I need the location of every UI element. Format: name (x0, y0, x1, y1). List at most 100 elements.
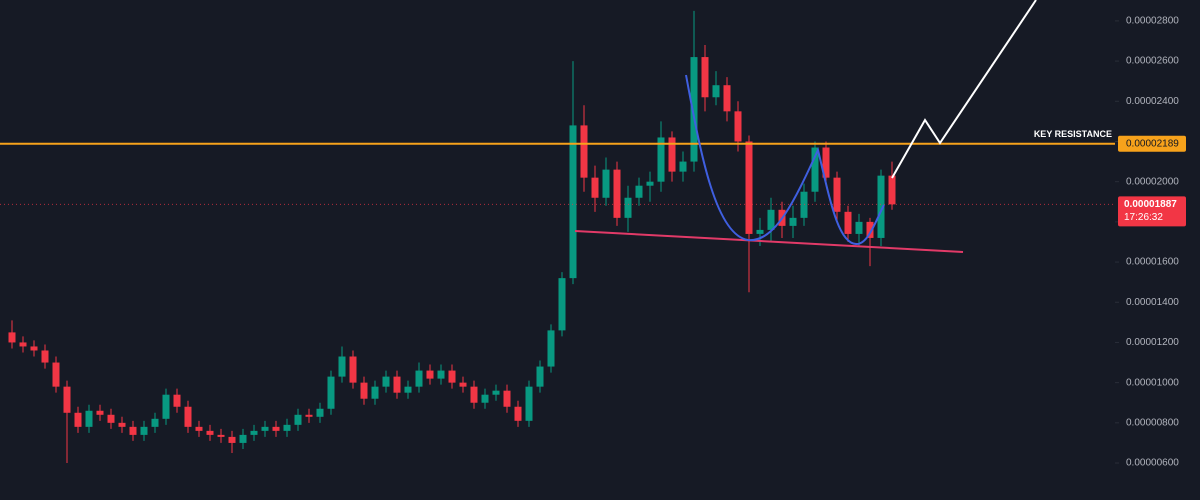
candle-body (822, 147, 830, 178)
candle-body (690, 57, 698, 162)
candle-body (283, 424, 291, 431)
candle-body (459, 382, 467, 387)
candle-body (866, 221, 874, 238)
y-tick-label: 0.00002000 (1126, 176, 1179, 187)
cup-drawing (685, 74, 885, 245)
neckline-drawing (574, 230, 964, 253)
candle-body (745, 141, 753, 234)
candle-body (360, 382, 368, 399)
candle-body (195, 426, 203, 431)
y-tick-label: 0.00000800 (1126, 417, 1179, 428)
candle-body (712, 85, 720, 98)
candle-body (316, 408, 324, 417)
candle-body (393, 376, 401, 393)
candle-body (547, 330, 555, 367)
candle-body (767, 209, 775, 230)
candle-body (514, 406, 522, 421)
candle-body (250, 430, 258, 435)
candle-body (481, 394, 489, 403)
candle-body (437, 370, 445, 379)
candle-body (492, 390, 500, 395)
price-axis: 0.00000600 0.00000800 0.00001000 0.00001200… (1115, 0, 1200, 500)
candle-body (173, 394, 181, 407)
candle-body (723, 85, 731, 112)
candle-body (536, 366, 544, 387)
candle-body (85, 410, 93, 427)
axis-background (1115, 0, 1200, 500)
y-tick-label: 0.00001200 (1126, 337, 1179, 348)
candle-body (74, 412, 82, 427)
candle-body (107, 414, 115, 423)
projection-drawing (891, 0, 1037, 179)
candle-body (635, 185, 643, 198)
candle-body (558, 278, 566, 331)
candle-body (294, 414, 302, 425)
y-tick-label: 0.00002800 (1126, 16, 1179, 27)
y-tick-label: 0.00001600 (1126, 257, 1179, 268)
candle-body (569, 125, 577, 279)
candle-body (41, 350, 49, 363)
y-tick-label: 0.00002600 (1126, 56, 1179, 67)
candle-body (756, 229, 764, 234)
candle-body (525, 386, 533, 421)
y-tick-label: 0.00002400 (1126, 96, 1179, 107)
candle-body (8, 332, 16, 343)
candle-body (734, 111, 742, 142)
candle-body (448, 370, 456, 383)
y-tick-label: 0.00001000 (1126, 377, 1179, 388)
resistance-price-box (1118, 135, 1186, 152)
resistance-price-label: 0.00002189 (1126, 138, 1179, 149)
candle-body (140, 426, 148, 435)
candle-body (679, 161, 687, 172)
candle-body (503, 390, 511, 407)
candle-body (261, 426, 269, 431)
candle-body (833, 177, 841, 212)
candle-body (63, 386, 71, 413)
candle-body (162, 394, 170, 419)
candle-body (382, 376, 390, 387)
plot-area (0, 10, 1115, 464)
candle-body (657, 137, 665, 182)
candle-body (591, 177, 599, 198)
candle-body (371, 386, 379, 399)
candle-body (580, 125, 588, 178)
candle-body (646, 181, 654, 186)
candle-body (272, 426, 280, 431)
y-tick-label: 0.00000600 (1126, 458, 1179, 469)
candle-body (206, 430, 214, 435)
resistance-label: KEY RESISTANCE (1034, 129, 1112, 139)
candle-body (470, 386, 478, 403)
candle-body (338, 356, 346, 377)
candle-body (789, 217, 797, 226)
price-labels: KEY RESISTANCE 0.00002189 0.00001887 17:26:… (1034, 129, 1186, 227)
candle-body (151, 418, 159, 427)
candle-body (228, 436, 236, 443)
candle-body (602, 169, 610, 198)
candle-body (877, 175, 885, 238)
candle-body (349, 356, 357, 383)
candle-body (888, 175, 896, 205)
candle-body (96, 410, 104, 415)
candle-body (184, 406, 192, 427)
candle-body (327, 376, 335, 409)
candle-body (19, 342, 27, 347)
last-price-label: 0.00001887 (1124, 199, 1177, 210)
candle-body (811, 147, 819, 192)
candle-body (668, 137, 676, 172)
candle-body (426, 370, 434, 379)
candle-body (217, 434, 225, 437)
candle-body (30, 346, 38, 351)
candle-body (305, 414, 313, 417)
candle-body (129, 426, 137, 435)
candle-body (415, 370, 423, 387)
candle-body (52, 362, 60, 387)
candle-body (404, 386, 412, 393)
candle-body (118, 422, 126, 427)
candle-body (701, 57, 709, 98)
candle-body (613, 169, 621, 218)
last-price-box (1118, 196, 1186, 227)
countdown-label: 17:26:32 (1124, 212, 1163, 223)
